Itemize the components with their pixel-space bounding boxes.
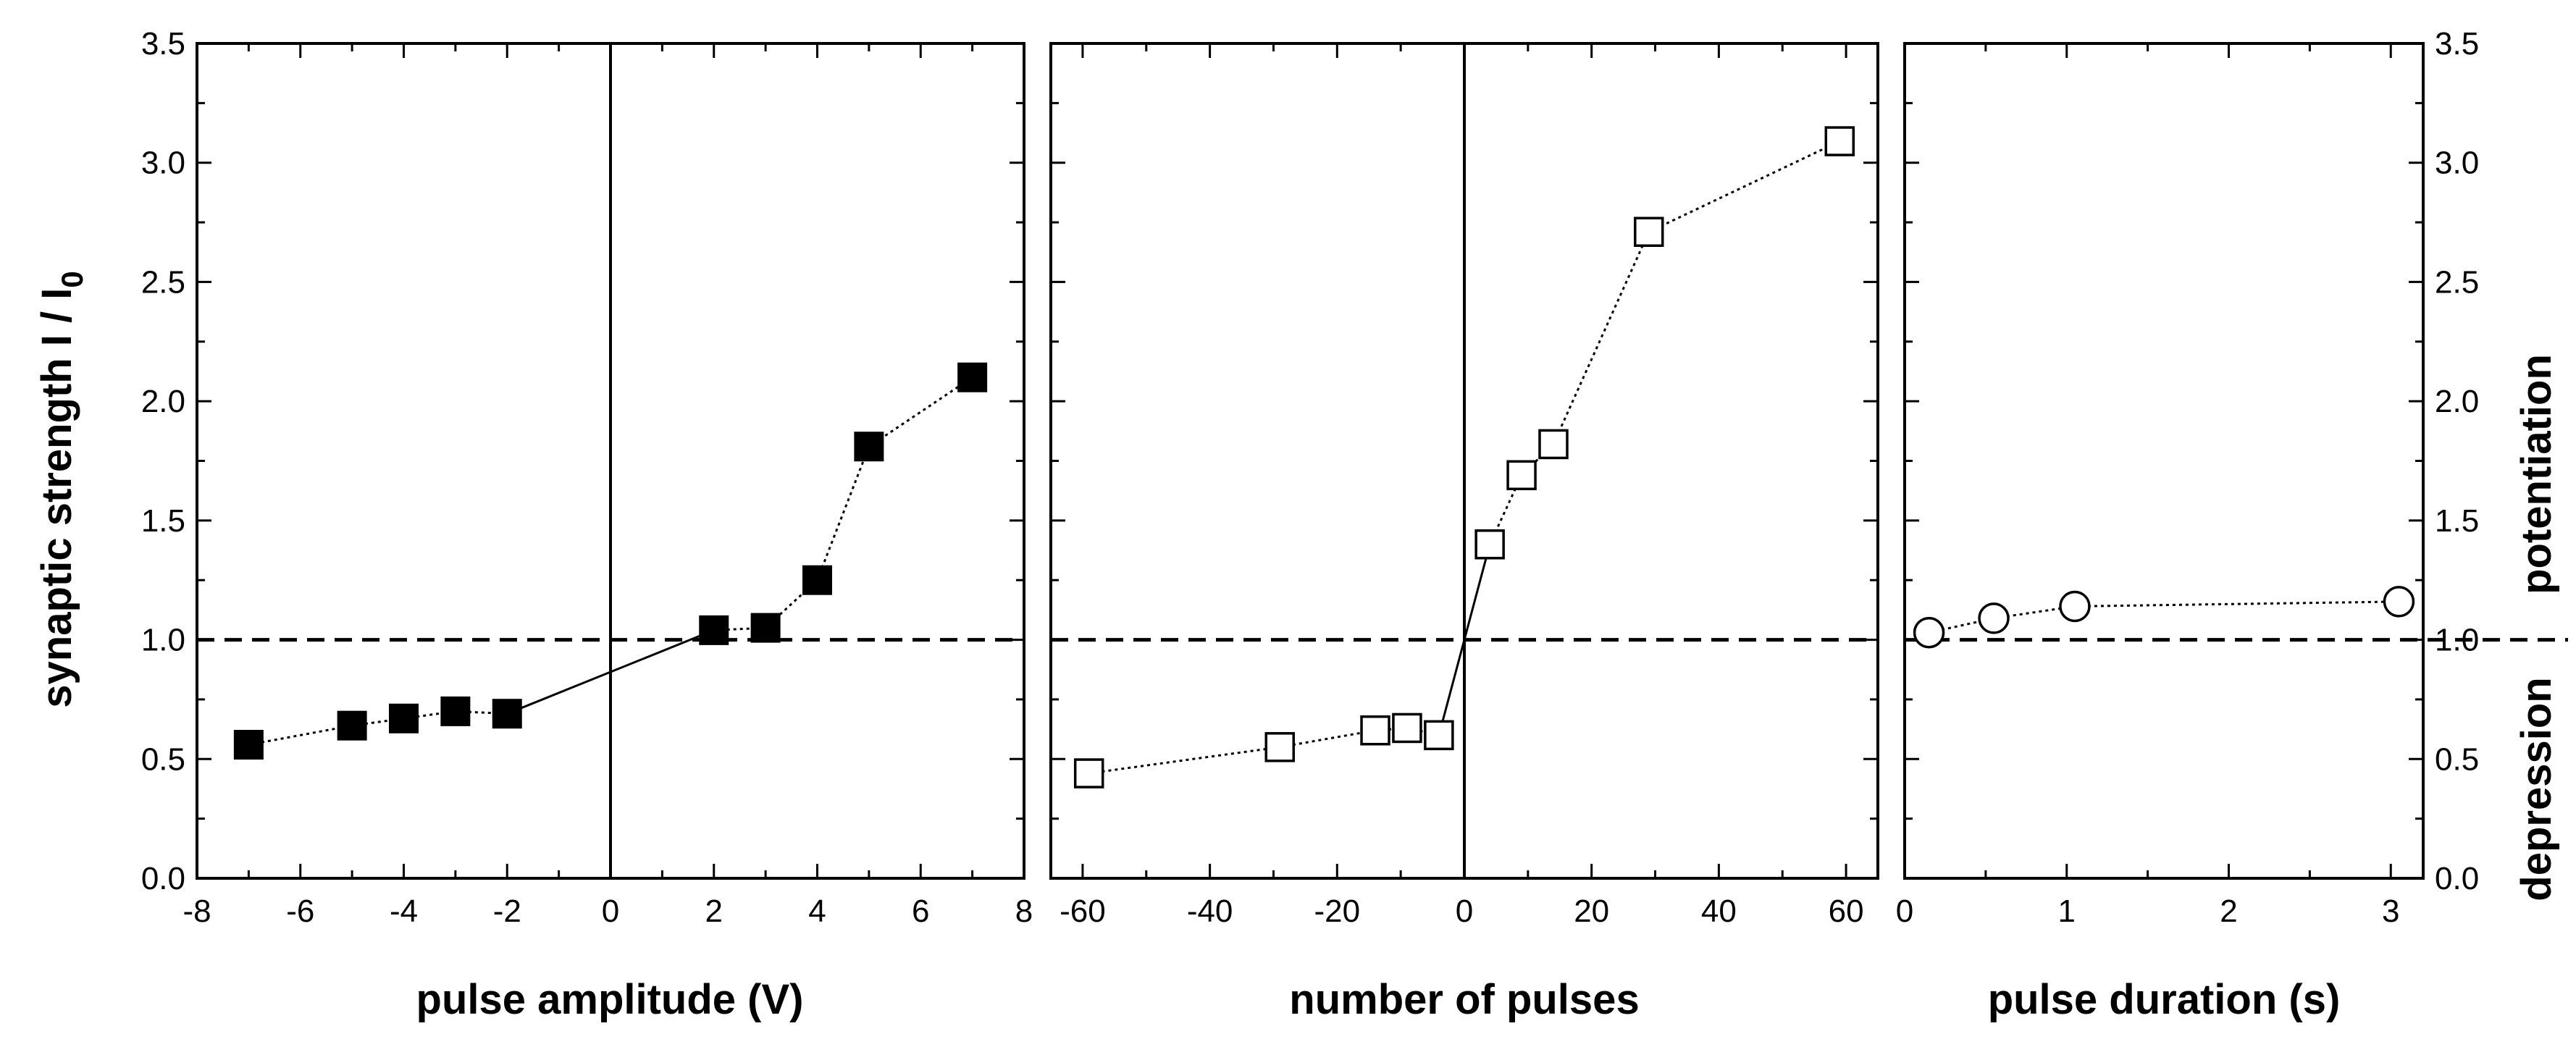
data-point-1-0 <box>1073 758 1104 789</box>
y-tick-label-left: 1.0 <box>141 623 185 658</box>
depression-label: depression <box>2513 677 2560 901</box>
x-tick-label: 2 <box>2220 893 2237 929</box>
data-point-1-5 <box>1474 529 1505 560</box>
data-point-1-6 <box>1506 460 1537 491</box>
axis-ticks <box>196 42 2423 880</box>
x-tick-label: 6 <box>912 893 929 929</box>
series-connector-segment <box>506 629 715 715</box>
x-tick-label: 0 <box>1896 893 1913 929</box>
x-tick-label: 0 <box>1456 893 1473 929</box>
y-tick-label-left: 0.5 <box>141 741 185 777</box>
x-tick-label: -40 <box>1187 893 1233 929</box>
data-point-2-0 <box>1913 616 1945 649</box>
data-point-0-4 <box>492 699 522 729</box>
y-tick-label-left: 0.0 <box>141 861 185 896</box>
series-connector-segment <box>765 579 818 629</box>
data-point-0-2 <box>389 703 419 733</box>
series-connector-segment <box>1648 140 1840 233</box>
x-tick-label: 0 <box>602 893 619 929</box>
y-tick-label-left: 2.0 <box>141 384 185 419</box>
data-point-0-5 <box>699 615 729 645</box>
data-point-1-2 <box>1360 715 1390 746</box>
x-axis-title-left: pulse amplitude (V) <box>416 976 804 1023</box>
x-tick-label: -60 <box>1060 893 1106 929</box>
data-point-2-3 <box>2383 586 2415 618</box>
y-tick-label-right: 2.0 <box>2435 384 2479 419</box>
x-tick-label: -8 <box>182 893 211 929</box>
data-markers <box>233 126 2415 789</box>
x-tick-label: 60 <box>1829 893 1864 929</box>
panel-frames <box>196 42 2425 880</box>
y-tick-label-right: 3.0 <box>2435 146 2479 181</box>
x-tick-label: 40 <box>1701 893 1737 929</box>
x-tick-label: 4 <box>808 893 826 929</box>
data-point-2-2 <box>2059 590 2091 623</box>
reference-lines <box>197 43 2568 878</box>
y-tick-label-left: 3.0 <box>141 146 185 181</box>
x-axis-title-right: pulse duration (s) <box>1988 976 2341 1023</box>
x-axis-title-middle: number of pulses <box>1289 976 1639 1023</box>
y-tick-label-left: 1.5 <box>141 503 185 539</box>
y-tick-label-right: 0.5 <box>2435 741 2479 777</box>
series-connector-segment <box>1552 231 1650 445</box>
y-tick-label-right: 1.0 <box>2435 623 2479 658</box>
x-tick-label: 2 <box>705 893 723 929</box>
x-tick-label: 3 <box>2382 893 2399 929</box>
series-connector-segment <box>248 724 353 746</box>
y-tick-label-left: 3.5 <box>141 26 185 62</box>
data-point-1-9 <box>1824 126 1855 156</box>
x-tick-label: -2 <box>493 893 521 929</box>
x-tick-label: 20 <box>1574 893 1609 929</box>
data-point-0-0 <box>233 730 264 760</box>
series-connector-segment <box>1438 544 1491 736</box>
data-point-1-4 <box>1424 720 1454 751</box>
potentiation-label: potentiation <box>2513 354 2560 594</box>
data-point-2-1 <box>1978 602 2010 634</box>
series-connector-segment <box>816 446 870 581</box>
y-axis-title-main: synaptic strength I / I <box>33 288 80 708</box>
y-tick-label-right: 2.5 <box>2435 264 2479 300</box>
labels: synaptic strength I / I0 pulse amplitude… <box>33 26 2560 1023</box>
panel-frame-2 <box>1903 42 2425 880</box>
data-point-1-8 <box>1634 216 1664 247</box>
y-tick-label-right: 3.5 <box>2435 26 2479 62</box>
y-tick-label-right: 1.5 <box>2435 503 2479 539</box>
data-point-0-1 <box>337 710 367 741</box>
series-connector-segment <box>1929 617 1994 634</box>
data-point-0-3 <box>440 696 471 726</box>
x-tick-label: -4 <box>390 893 418 929</box>
y-axis-title-subscript: 0 <box>55 271 89 287</box>
data-point-0-6 <box>750 613 781 643</box>
data-point-0-9 <box>957 362 988 392</box>
x-tick-label: -20 <box>1314 893 1361 929</box>
x-tick-label: 8 <box>1015 893 1033 929</box>
x-tick-label: 1 <box>2058 893 2076 929</box>
series-connector-segment <box>2074 600 2399 607</box>
y-tick-label-right: 0.0 <box>2435 861 2479 896</box>
series-connector-segment <box>868 376 973 447</box>
x-tick-label: -6 <box>286 893 314 929</box>
panel-frame-1 <box>1049 42 1879 880</box>
series-connector-segment <box>1088 746 1280 775</box>
data-point-1-1 <box>1264 732 1295 762</box>
connector-lines <box>248 140 2399 775</box>
y-tick-label-left: 2.5 <box>141 264 185 300</box>
series-connector-segment <box>1279 729 1376 749</box>
data-point-1-3 <box>1392 712 1422 744</box>
data-point-0-7 <box>802 565 832 595</box>
panel-frame-0 <box>196 42 1025 880</box>
data-point-1-7 <box>1538 429 1569 460</box>
data-point-0-8 <box>854 432 884 462</box>
y-axis-title: synaptic strength I / I0 <box>33 271 89 707</box>
